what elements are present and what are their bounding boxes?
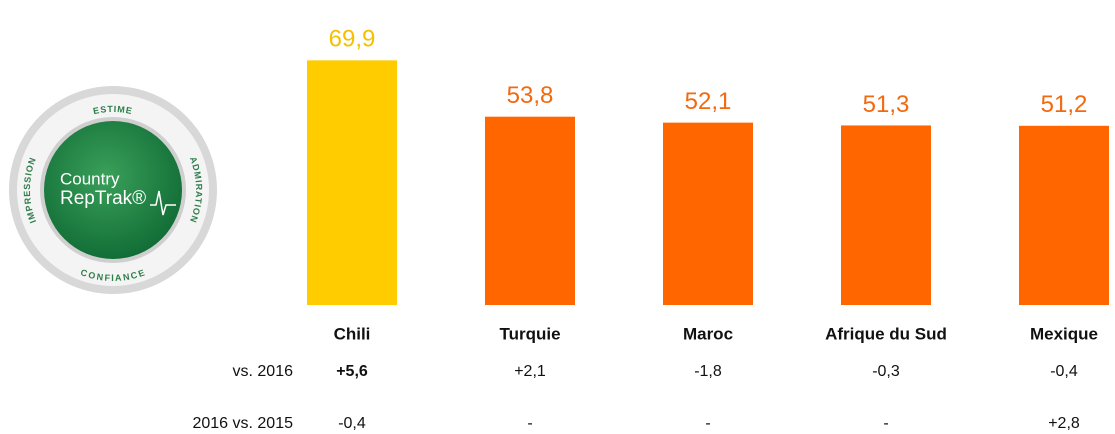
row-value: +5,6 <box>336 363 368 380</box>
category-label: Maroc <box>683 324 733 343</box>
value-label: 53,8 <box>507 82 554 109</box>
row-value: - <box>883 415 888 432</box>
value-label: 51,2 <box>1041 91 1088 118</box>
logo-ring-text: ESTIME <box>92 104 133 116</box>
row-value: -0,4 <box>1050 363 1078 380</box>
row-value: -0,4 <box>338 415 366 432</box>
bar <box>485 116 575 305</box>
logo: ESTIME ADMIRATION CONFIANCE IMPRESSION C… <box>9 86 217 294</box>
bar <box>841 125 931 305</box>
logo-ring-text: IMPRESSION <box>22 156 38 225</box>
value-label: 52,1 <box>685 88 732 115</box>
logo-pulse <box>150 190 176 216</box>
bar <box>307 60 397 305</box>
category-label: Turquie <box>499 324 560 343</box>
row-label: vs. 2016 <box>233 363 294 380</box>
row-value: - <box>527 415 532 432</box>
logo-word: IMPRESSION <box>22 156 37 225</box>
logo-line2: RepTrak® <box>60 188 146 209</box>
row-value: -1,8 <box>694 363 722 380</box>
logo-word: ESTIME <box>92 104 132 116</box>
category-label: Mexique <box>1030 324 1098 343</box>
row-label: 2016 vs. 2015 <box>192 415 293 432</box>
row-value: - <box>705 415 710 432</box>
row-value: +2,1 <box>514 363 546 380</box>
bar <box>1019 125 1109 305</box>
row-value: -0,3 <box>872 363 900 380</box>
bar <box>663 122 753 306</box>
value-label: 69,9 <box>329 26 376 53</box>
category-label: Chili <box>334 324 371 343</box>
row-value: +2,8 <box>1048 415 1080 432</box>
category-label: Afrique du Sud <box>825 324 947 343</box>
logo-line1: Country <box>60 169 120 188</box>
value-label: 51,3 <box>863 91 910 118</box>
logo-center <box>44 121 182 259</box>
